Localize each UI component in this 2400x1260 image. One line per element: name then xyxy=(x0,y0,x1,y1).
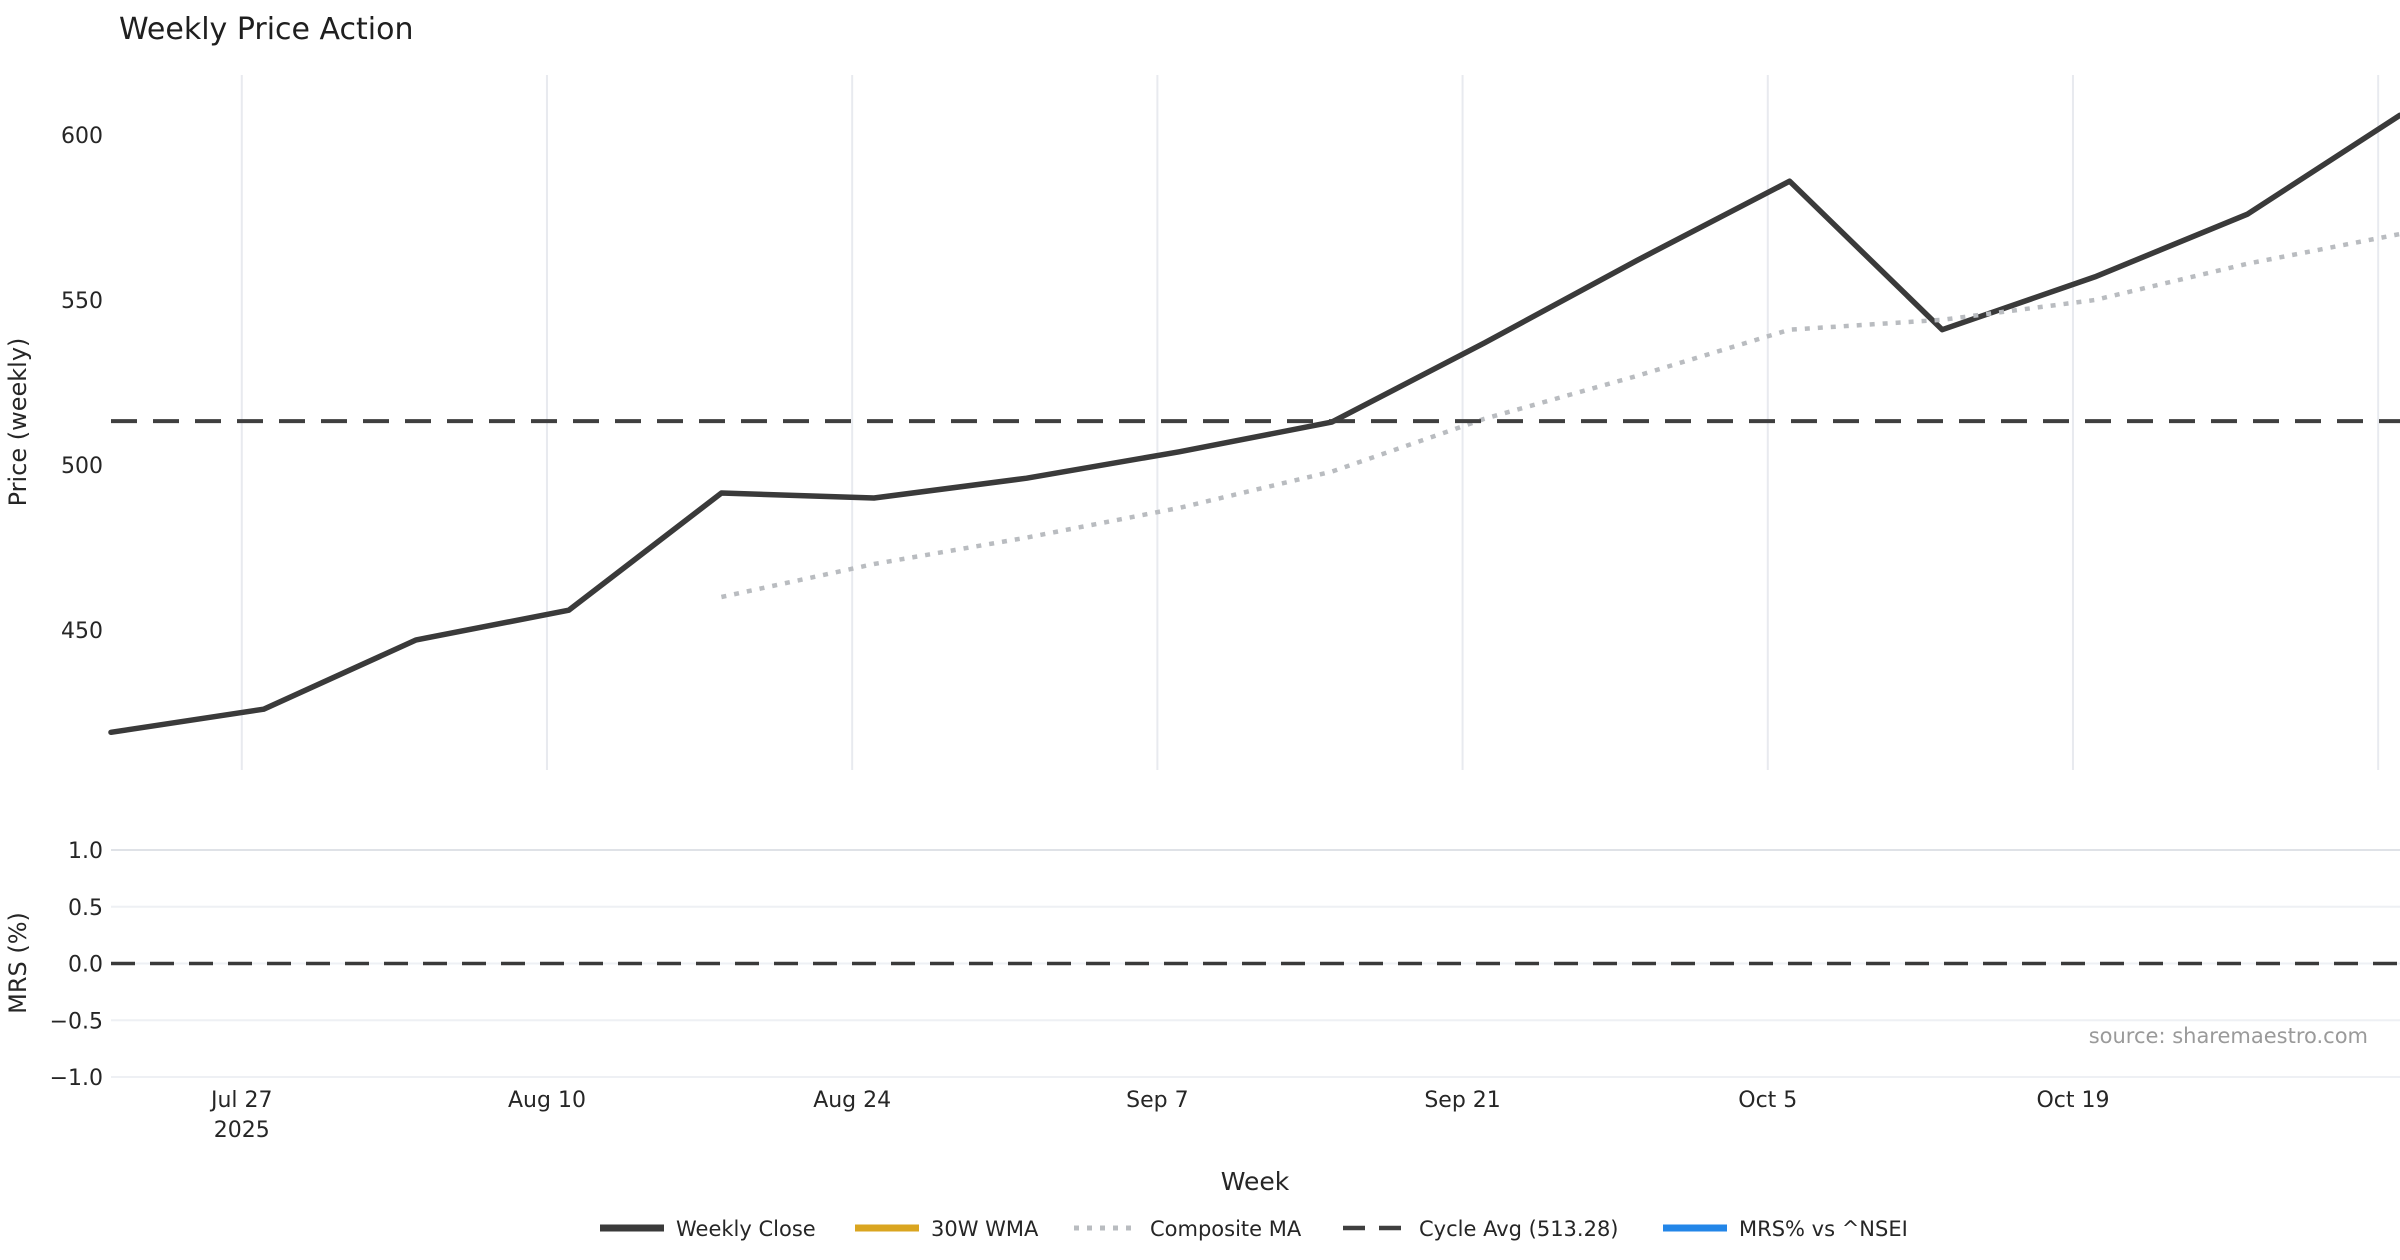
mrs-tick-label: 0.0 xyxy=(68,953,103,978)
mrs-tick-label: 0.5 xyxy=(68,896,103,921)
price-tick-label: 600 xyxy=(61,124,103,149)
legend-item: Weekly Close xyxy=(600,1217,816,1241)
chart-title: Weekly Price Action xyxy=(119,12,414,47)
x-tick-label: Oct 5 xyxy=(1738,1088,1797,1113)
x-tick-label: Aug 24 xyxy=(813,1088,891,1113)
legend-label: Cycle Avg (513.28) xyxy=(1419,1217,1619,1241)
legend-item: Cycle Avg (513.28) xyxy=(1343,1217,1619,1241)
mrs-tick-label: −0.5 xyxy=(50,1009,103,1034)
series-layer xyxy=(108,112,2400,966)
x-tick-label: Oct 19 xyxy=(2036,1088,2109,1113)
price-tick-label: 500 xyxy=(61,454,103,479)
legend: Weekly Close 30W WMA Composite MA Cycle Avg… xyxy=(600,1217,1908,1241)
legend-item: MRS% vs ^NSEI xyxy=(1663,1217,1908,1241)
mrs-axis-label: MRS (%) xyxy=(4,912,32,1014)
price-axis-label: Price (weekly) xyxy=(4,338,32,507)
x-tick-label: Jul 27 xyxy=(209,1088,273,1113)
x-tick-label: Sep 7 xyxy=(1126,1088,1188,1113)
legend-label: MRS% vs ^NSEI xyxy=(1739,1217,1908,1241)
grid-layer xyxy=(111,75,2400,1078)
mrs-tick-label: −1.0 xyxy=(50,1066,103,1091)
legend-item: 30W WMA xyxy=(855,1217,1039,1241)
x-tick-label: Sep 21 xyxy=(1424,1088,1500,1113)
legend-label: 30W WMA xyxy=(931,1217,1039,1241)
x-tick-label: Aug 10 xyxy=(508,1088,586,1113)
price-tick-label: 450 xyxy=(61,619,103,644)
x-tick-year-label: 2025 xyxy=(214,1118,270,1143)
legend-item: Composite MA xyxy=(1074,1217,1302,1241)
composite-ma-line xyxy=(720,231,2400,600)
x-axis-label: Week xyxy=(1221,1167,1290,1196)
weekly-close-line xyxy=(108,112,2400,736)
mrs-tick-label: 1.0 xyxy=(68,839,103,864)
source-note: source: sharemaestro.com xyxy=(2089,1024,2368,1048)
legend-label: Composite MA xyxy=(1150,1217,1302,1241)
price-tick-label: 550 xyxy=(61,289,103,314)
tick-layer: 450 500 550 600 1.0 0.5 0.0 −0.5 −1.0 Jul 27 2025 A… xyxy=(50,124,2110,1143)
legend-label: Weekly Close xyxy=(676,1217,816,1241)
